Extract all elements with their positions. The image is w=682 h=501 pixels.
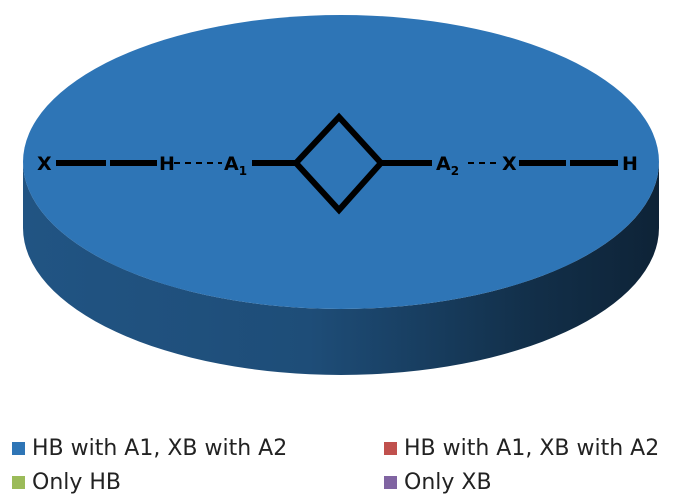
- pie-chart: X H A1 A2 X H: [23, 15, 659, 375]
- pie-slice-side: [23, 162, 659, 375]
- legend-swatch: [384, 442, 397, 455]
- diamond-ring: [291, 112, 386, 215]
- legend-label: Only HB: [32, 470, 122, 495]
- legend-swatch: [12, 442, 25, 455]
- molecule-annotation: X H A1 A2 X H: [37, 112, 638, 215]
- legend-swatch: [384, 476, 397, 489]
- atom-label-right-h: H: [622, 153, 638, 175]
- legend-item: Only XB: [384, 470, 492, 495]
- atom-label-left-h: H: [159, 153, 175, 175]
- legend-item: HB with A1, XB with A2: [384, 436, 659, 461]
- pie-slice-top: [23, 15, 659, 309]
- atom-label-right-x: X: [502, 153, 517, 175]
- legend-label: HB with A1, XB with A2: [404, 436, 660, 461]
- legend-item: Only HB: [12, 470, 121, 495]
- legend-label: Only XB: [404, 470, 492, 495]
- chart-legend: HB with A1, XB with A2 HB with A1, XB wi…: [0, 428, 682, 498]
- legend-label: HB with A1, XB with A2: [32, 436, 288, 461]
- atom-label-a2: A2: [436, 153, 459, 178]
- atom-label-a1: A1: [224, 153, 247, 178]
- legend-item: HB with A1, XB with A2: [12, 436, 287, 461]
- pie-slice: [23, 15, 659, 375]
- pie-layer: [23, 15, 659, 375]
- legend-swatch: [12, 476, 25, 489]
- atom-label-left-x: X: [37, 153, 52, 175]
